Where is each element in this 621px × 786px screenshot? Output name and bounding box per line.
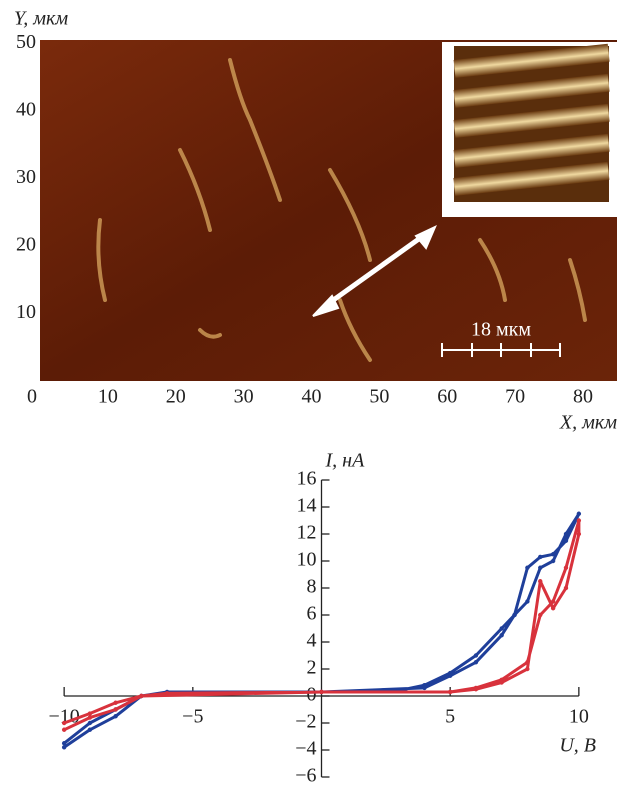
y-axis-label: I, нА <box>325 450 366 472</box>
y-tick-label: 8 <box>307 576 317 598</box>
y-tick-label: 16 <box>297 468 317 490</box>
data-point <box>473 660 479 665</box>
data-point <box>473 653 479 658</box>
data-point <box>447 689 453 695</box>
x-tick-label: 20 <box>166 386 186 408</box>
data-point <box>563 585 569 591</box>
y-tick-label: 10 <box>16 301 36 323</box>
x-axis-label: X, мкм <box>559 412 617 434</box>
data-point <box>473 687 479 692</box>
data-point <box>499 633 504 638</box>
data-point <box>525 660 530 665</box>
data-point <box>576 511 582 516</box>
data-point <box>447 673 453 678</box>
data-point <box>61 745 67 750</box>
data-point <box>87 715 93 720</box>
x-tick-label: 50 <box>369 386 389 408</box>
y-tick-label: 0 <box>307 684 317 706</box>
data-point <box>512 612 517 618</box>
y-tick-label: −2 <box>295 711 316 733</box>
data-point <box>422 685 427 691</box>
data-point <box>550 552 556 557</box>
x-tick-label: 40 <box>302 386 322 408</box>
data-point <box>576 518 582 523</box>
data-point <box>164 691 170 696</box>
x-tick-label: 80 <box>573 386 593 408</box>
data-point <box>61 741 67 746</box>
data-point <box>499 680 504 685</box>
y-tick-label: 40 <box>16 98 36 120</box>
data-point <box>139 693 144 699</box>
data-point <box>61 720 67 726</box>
x-tick-label: 70 <box>505 386 525 408</box>
data-point <box>563 565 569 570</box>
y-tick-label: 2 <box>307 657 317 679</box>
data-point <box>525 666 530 672</box>
data-point <box>563 531 569 537</box>
data-point <box>550 599 556 604</box>
data-point <box>538 612 543 618</box>
data-point <box>550 606 556 611</box>
y-tick-label: 10 <box>297 549 317 571</box>
x-axis-label: U, В <box>559 735 596 757</box>
x-tick-label: 60 <box>437 386 457 408</box>
afm-image <box>40 40 617 381</box>
data-point <box>550 558 556 564</box>
data-point <box>113 700 118 705</box>
data-point <box>538 565 543 570</box>
x-tick-label: −10 <box>49 706 80 728</box>
scale-bar-label: 18 мкм <box>471 319 531 341</box>
x-tick-label: −5 <box>182 706 203 728</box>
x-tick-label: 10 <box>98 386 118 408</box>
y-tick-label: 30 <box>16 166 36 188</box>
data-point <box>113 714 118 719</box>
x-tick-label: 30 <box>234 386 254 408</box>
x-tick-label: 0 <box>27 386 37 408</box>
y-axis-label: Y, мкм <box>14 8 68 30</box>
y-tick-label: 6 <box>307 603 317 625</box>
data-point <box>319 689 324 695</box>
data-point <box>576 531 582 537</box>
data-point <box>538 554 543 560</box>
data-point <box>525 565 530 570</box>
data-point <box>538 579 543 584</box>
y-tick-label: 20 <box>16 234 36 256</box>
y-tick-label: −4 <box>295 738 316 760</box>
data-point <box>87 727 93 732</box>
x-tick-label: 10 <box>569 706 589 728</box>
y-tick-label: 12 <box>297 522 317 544</box>
data-point <box>113 707 118 712</box>
y-tick-label: −6 <box>295 765 316 786</box>
data-point <box>563 538 569 543</box>
y-tick-label: 50 <box>16 31 36 53</box>
data-point <box>525 599 530 604</box>
y-tick-label: 14 <box>297 495 317 517</box>
data-point <box>499 626 504 631</box>
y-tick-label: 4 <box>307 630 317 652</box>
data-point <box>61 727 67 732</box>
data-point <box>87 711 93 716</box>
data-point <box>87 720 93 726</box>
x-tick-label: 5 <box>445 706 455 728</box>
